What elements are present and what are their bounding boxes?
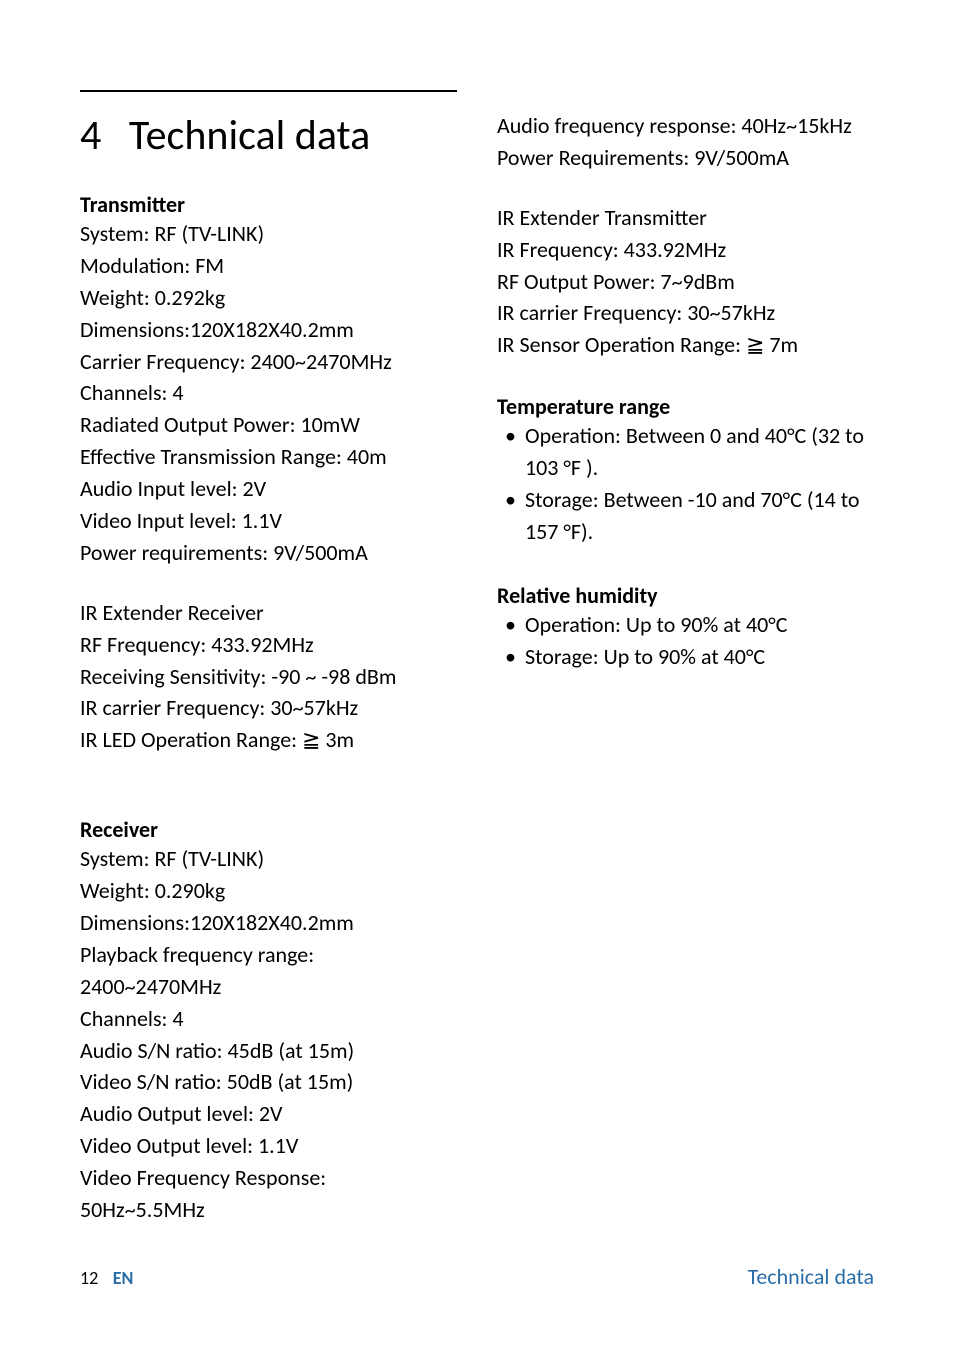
lang-code: EN <box>113 1267 134 1289</box>
spec-line: Video Input level: 1.1V <box>80 505 457 537</box>
spec-line: IR Sensor Operation Range: ≧ 7m <box>497 329 874 361</box>
spec-line: IR carrier Frequency: 30~57kHz <box>497 297 874 329</box>
spec-line: IR Extender Transmitter <box>497 202 874 234</box>
spec-line: Video Frequency Response: <box>80 1162 457 1194</box>
spec-line: Channels: 4 <box>80 1003 457 1035</box>
spec-line: Channels: 4 <box>80 377 457 409</box>
spec-line: Receiving Sensitivity: -90 ~ -98 dBm <box>80 661 457 693</box>
receiver-heading: Receiver <box>80 816 457 843</box>
spec-line: IR Extender Receiver <box>80 597 457 629</box>
spec-line: Audio Input level: 2V <box>80 473 457 505</box>
temperature-bullets: Operation: Between 0 and 40°C (32 to 103… <box>497 420 874 548</box>
spec-line: Radiated Output Power: 10mW <box>80 409 457 441</box>
right-column: Audio frequency response: 40Hz~15kHz Pow… <box>497 90 874 1253</box>
page-footer: 12 EN Technical data <box>80 1253 874 1290</box>
spec-line: System: RF (TV-LINK) <box>80 218 457 250</box>
spec-line: Dimensions:120X182X40.2mm <box>80 907 457 939</box>
spec-line: Modulation: FM <box>80 250 457 282</box>
spec-line: IR LED Operation Range: ≧ 3m <box>80 724 457 756</box>
spec-line: System: RF (TV-LINK) <box>80 843 457 875</box>
spec-line: IR carrier Frequency: 30~57kHz <box>80 692 457 724</box>
transmitter-heading: Transmitter <box>80 191 457 218</box>
chapter-title: Technical data <box>129 110 370 161</box>
footer-section-name: Technical data <box>748 1263 874 1290</box>
list-item: Operation: Up to 90% at 40°C <box>525 609 874 641</box>
footer-left: 12 EN <box>80 1266 133 1290</box>
spec-line: IR Frequency: 433.92MHz <box>497 234 874 266</box>
spec-line: Carrier Frequency: 2400~2470MHz <box>80 346 457 378</box>
spec-line: Power requirements: 9V/500mA <box>80 537 457 569</box>
list-item: Storage: Up to 90% at 40°C <box>525 641 874 673</box>
page-number: 12 <box>80 1267 98 1289</box>
spec-line: RF Output Power: 7~9dBm <box>497 266 874 298</box>
spec-line: Video Output level: 1.1V <box>80 1130 457 1162</box>
spec-line: Weight: 0.292kg <box>80 282 457 314</box>
spec-line: Video S/N ratio: 50dB (at 15m) <box>80 1066 457 1098</box>
columns: 4 Technical data Transmitter System: RF … <box>80 90 874 1253</box>
spec-line: Playback frequency range: 2400~2470MHz <box>80 939 457 1003</box>
chapter-number: 4 <box>80 110 101 161</box>
left-column: 4 Technical data Transmitter System: RF … <box>80 90 457 1253</box>
humidity-heading: Relative humidity <box>497 582 874 609</box>
spec-line: Weight: 0.290kg <box>80 875 457 907</box>
list-item: Storage: Between -10 and 70°C (14 to 157… <box>525 484 874 548</box>
spec-line: Audio Output level: 2V <box>80 1098 457 1130</box>
spec-line: 50Hz~5.5MHz <box>80 1194 457 1226</box>
chapter-heading: 4 Technical data <box>80 90 457 161</box>
humidity-bullets: Operation: Up to 90% at 40°C Storage: Up… <box>497 609 874 673</box>
temperature-heading: Temperature range <box>497 393 874 420</box>
list-item: Operation: Between 0 and 40°C (32 to 103… <box>525 420 874 484</box>
spec-line: Dimensions:120X182X40.2mm <box>80 314 457 346</box>
page: 4 Technical data Transmitter System: RF … <box>0 0 954 1350</box>
spec-line: Audio S/N ratio: 45dB (at 15m) <box>80 1035 457 1067</box>
spec-line: RF Frequency: 433.92MHz <box>80 629 457 661</box>
spec-line: Audio frequency response: 40Hz~15kHz <box>497 110 874 142</box>
spec-line: Power Requirements: 9V/500mA <box>497 142 874 174</box>
spec-line: Effective Transmission Range: 40m <box>80 441 457 473</box>
